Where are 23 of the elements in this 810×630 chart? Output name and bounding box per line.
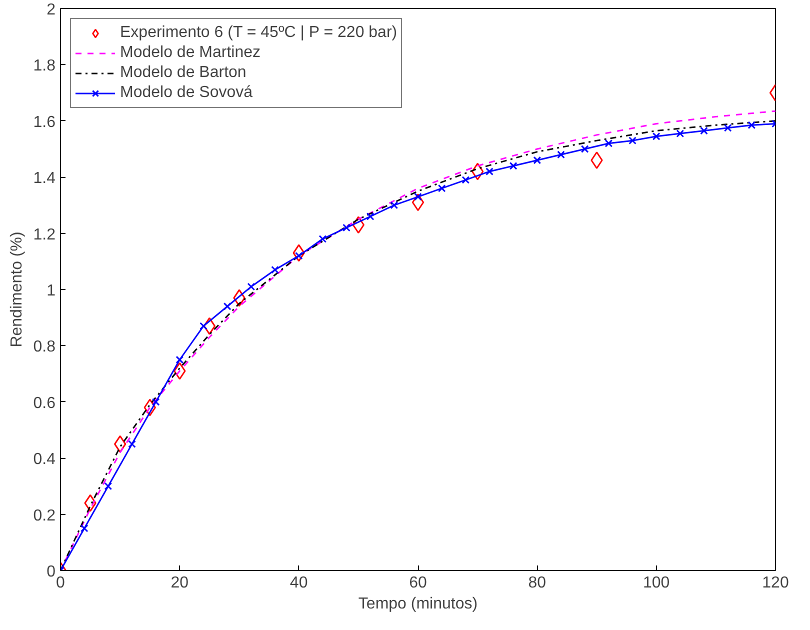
legend-label: Modelo de Sovová	[120, 84, 253, 102]
x-tick-label: 100	[642, 574, 670, 592]
x-tick-label: 60	[409, 574, 427, 592]
y-axis-title: Rendimento (%)	[8, 232, 26, 348]
y-tick-label: 1	[46, 282, 56, 300]
legend-label: Modelo de Martinez	[120, 44, 261, 62]
y-tick-label: 0.2	[33, 507, 56, 524]
y-tick-label: 0.8	[33, 338, 56, 356]
y-tick-label: 0	[46, 564, 56, 580]
y-tick-label: 1.8	[33, 58, 56, 75]
legend-label: Experimento 6 (T = 45ºC | P = 220 bar)	[120, 24, 398, 42]
y-tick-label: 1.6	[33, 114, 56, 131]
x-axis-title: Tempo (minutos)	[358, 596, 478, 612]
x-tick-label: 20	[170, 574, 189, 592]
y-tick-label: 0.4	[33, 451, 56, 468]
x-tick-label: 80	[528, 574, 546, 592]
x-tick-label: 40	[290, 574, 308, 592]
y-tick-label: 2	[46, 2, 56, 18]
x-tick-label: 120	[762, 574, 789, 592]
y-tick-label: 1.4	[33, 170, 56, 188]
legend-label: Modelo de Barton	[120, 64, 246, 82]
y-tick-label: 1.2	[33, 226, 56, 244]
y-tick-label: 0.6	[33, 394, 56, 412]
